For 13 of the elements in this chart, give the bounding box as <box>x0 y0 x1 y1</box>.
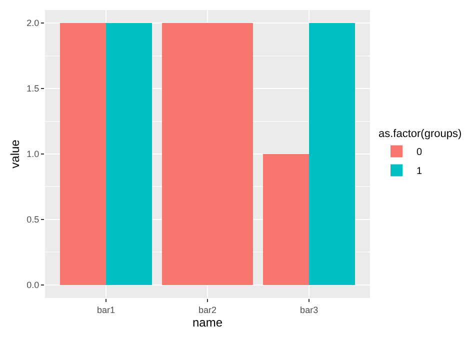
x-tick-label: bar2 <box>198 304 217 315</box>
x-tick-label: bar3 <box>300 304 318 315</box>
y-tick-label: 1.5 <box>26 84 40 94</box>
y-tick-label: 2.0 <box>26 18 40 28</box>
y-tick-label: 0.0 <box>26 280 40 290</box>
x-tick-label: bar1 <box>96 304 115 315</box>
legend-title: as.factor(groups) <box>378 128 462 140</box>
legend-label: 0 <box>416 147 422 158</box>
y-tick-label: 0.5 <box>26 214 40 225</box>
legend-label: 1 <box>416 166 422 178</box>
x-axis-title: name <box>192 316 223 330</box>
y-tick-label: 1.0 <box>26 149 40 160</box>
y-axis-title: value <box>8 139 22 168</box>
